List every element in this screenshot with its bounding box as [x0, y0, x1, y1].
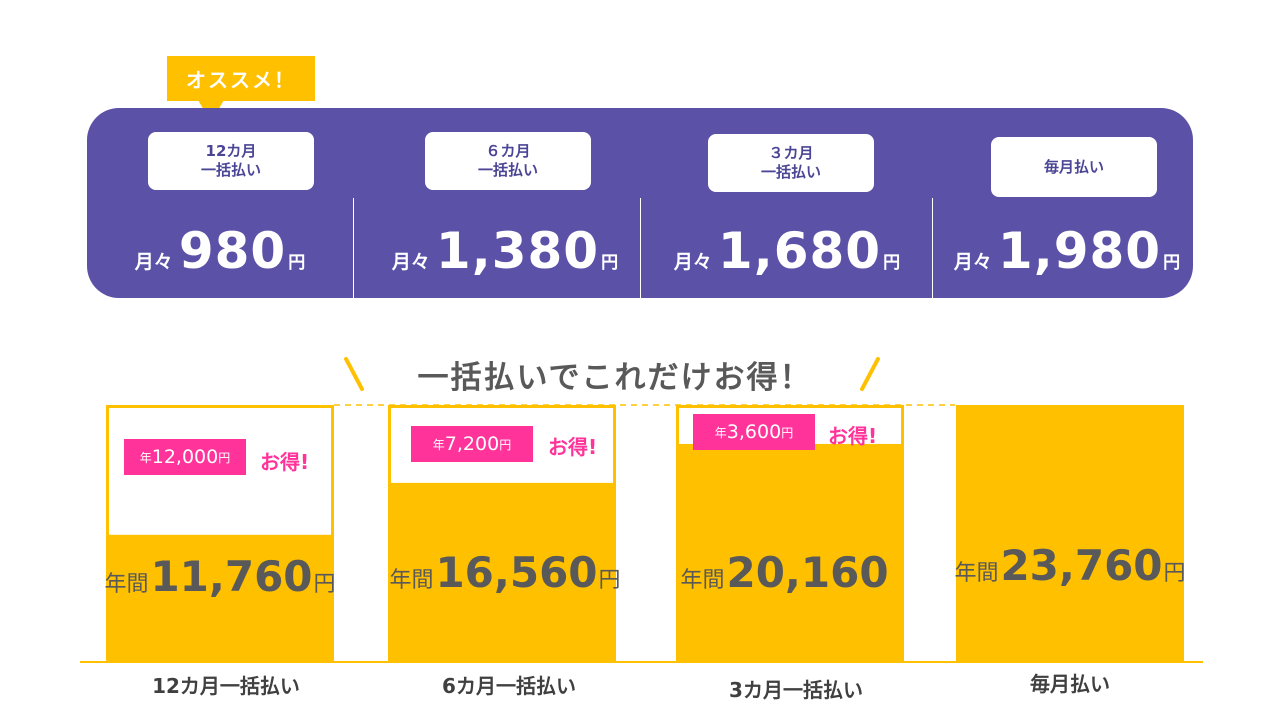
plan-label-6-month: ６カ月 一括払い [425, 132, 591, 190]
annual-cost-bar [956, 405, 1184, 662]
annual-value-label: 年間 16,560 円 [385, 548, 625, 597]
annual-unit: 円 [598, 568, 621, 593]
plan-label-12-month: 12カ月 一括払い [148, 132, 314, 190]
annual-value: 20,160 [726, 548, 889, 597]
monthly-price-unit: 円 [288, 253, 306, 273]
monthly-price-12-month: 月々 980 円 [100, 222, 340, 282]
savings-unit: 円 [499, 437, 512, 452]
savings-amount: 3,600 [726, 421, 782, 443]
banner-divider [932, 198, 933, 298]
savings-prefix: 年 [714, 425, 727, 440]
monthly-price-unit: 円 [1163, 253, 1181, 273]
savings-word: お得! [260, 450, 310, 474]
annual-cost-bar [388, 482, 616, 662]
monthly-price-unit: 円 [883, 253, 901, 273]
monthly-price-6-month: 月々 1,380 円 [370, 222, 640, 282]
monthly-price-value: 1,380 [435, 222, 600, 280]
monthly-price-monthly: 月々 1,980 円 [932, 222, 1202, 282]
recommend-tag: オススメ！ [167, 56, 315, 101]
annual-value: 23,760 [1000, 541, 1163, 590]
banner-divider [353, 198, 354, 298]
annual-value-label: 年間 23,760 円 [950, 541, 1190, 590]
annual-value-label: 年間 11,760 円 [100, 552, 340, 601]
annual-prefix: 年間 [389, 568, 434, 593]
plan-label-monthly: 毎月払い [991, 137, 1157, 197]
monthly-price-value: 1,680 [717, 222, 882, 280]
category-label: 6カ月一括払い [442, 674, 576, 698]
annual-unit: 円 [1163, 561, 1186, 586]
monthly-price-value: 1,980 [997, 222, 1162, 280]
annual-value-label: 年間 20,160 [665, 548, 905, 597]
monthly-prefix: 月々 [953, 251, 992, 273]
monthly-prefix: 月々 [673, 251, 712, 273]
monthly-price-value: 980 [178, 222, 287, 280]
savings-unit: 円 [781, 425, 794, 440]
annual-prefix: 年間 [104, 572, 149, 597]
monthly-price-3-month: 月々 1,680 円 [652, 222, 922, 282]
annual-cost-bar [106, 534, 334, 662]
annual-unit: 円 [313, 572, 336, 597]
savings-amount: 7,200 [444, 433, 500, 455]
monthly-price-unit: 円 [601, 253, 619, 273]
monthly-prefix: 月々 [391, 251, 430, 273]
annual-value: 11,760 [150, 552, 313, 601]
savings-badge: 年 3,600 円 [693, 414, 815, 450]
savings-prefix: 年 [432, 437, 445, 452]
savings-badge: 年 7,200 円 [411, 426, 533, 462]
monthly-prefix: 月々 [134, 251, 173, 273]
savings-badge: 年 12,000 円 [124, 439, 246, 475]
plan-label-3-month: ３カ月 一括払い [708, 134, 874, 192]
savings-unit: 円 [218, 450, 231, 465]
annual-prefix: 年間 [680, 568, 725, 593]
savings-heading: 一括払いでこれだけお得！ [417, 360, 813, 396]
banner-divider [640, 198, 641, 298]
category-label: 3カ月一括払い [729, 678, 863, 702]
savings-prefix: 年 [139, 450, 152, 465]
category-label: 12カ月一括払い [152, 674, 300, 698]
annual-value: 16,560 [435, 548, 598, 597]
category-label: 毎月払い [1030, 672, 1110, 696]
savings-word: お得! [548, 435, 598, 459]
annual-cost-bar [676, 443, 904, 662]
savings-word: お得! [828, 424, 878, 448]
savings-amount: 12,000 [151, 446, 219, 468]
annual-prefix: 年間 [954, 561, 999, 586]
